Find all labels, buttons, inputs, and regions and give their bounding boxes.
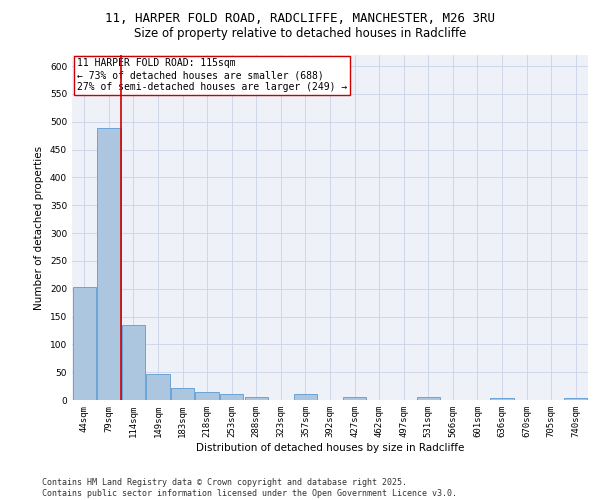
Bar [343,397,366,400]
Bar [122,325,145,400]
Text: 11, HARPER FOLD ROAD, RADCLIFFE, MANCHESTER, M26 3RU: 11, HARPER FOLD ROAD, RADCLIFFE, MANCHES… [105,12,495,26]
Bar [245,396,268,400]
Bar [490,398,514,400]
Bar [146,374,170,400]
Text: Contains HM Land Registry data © Crown copyright and database right 2025.
Contai: Contains HM Land Registry data © Crown c… [42,478,457,498]
Bar [73,287,96,400]
Bar [294,394,317,400]
X-axis label: Distribution of detached houses by size in Radcliffe: Distribution of detached houses by size … [196,442,464,452]
Text: 11 HARPER FOLD ROAD: 115sqm
← 73% of detached houses are smaller (688)
27% of se: 11 HARPER FOLD ROAD: 115sqm ← 73% of det… [77,58,347,92]
Bar [196,392,219,400]
Bar [416,396,440,400]
Bar [564,398,587,400]
Y-axis label: Number of detached properties: Number of detached properties [34,146,44,310]
Text: Size of property relative to detached houses in Radcliffe: Size of property relative to detached ho… [134,28,466,40]
Bar [97,128,121,400]
Bar [220,394,244,400]
Bar [171,388,194,400]
